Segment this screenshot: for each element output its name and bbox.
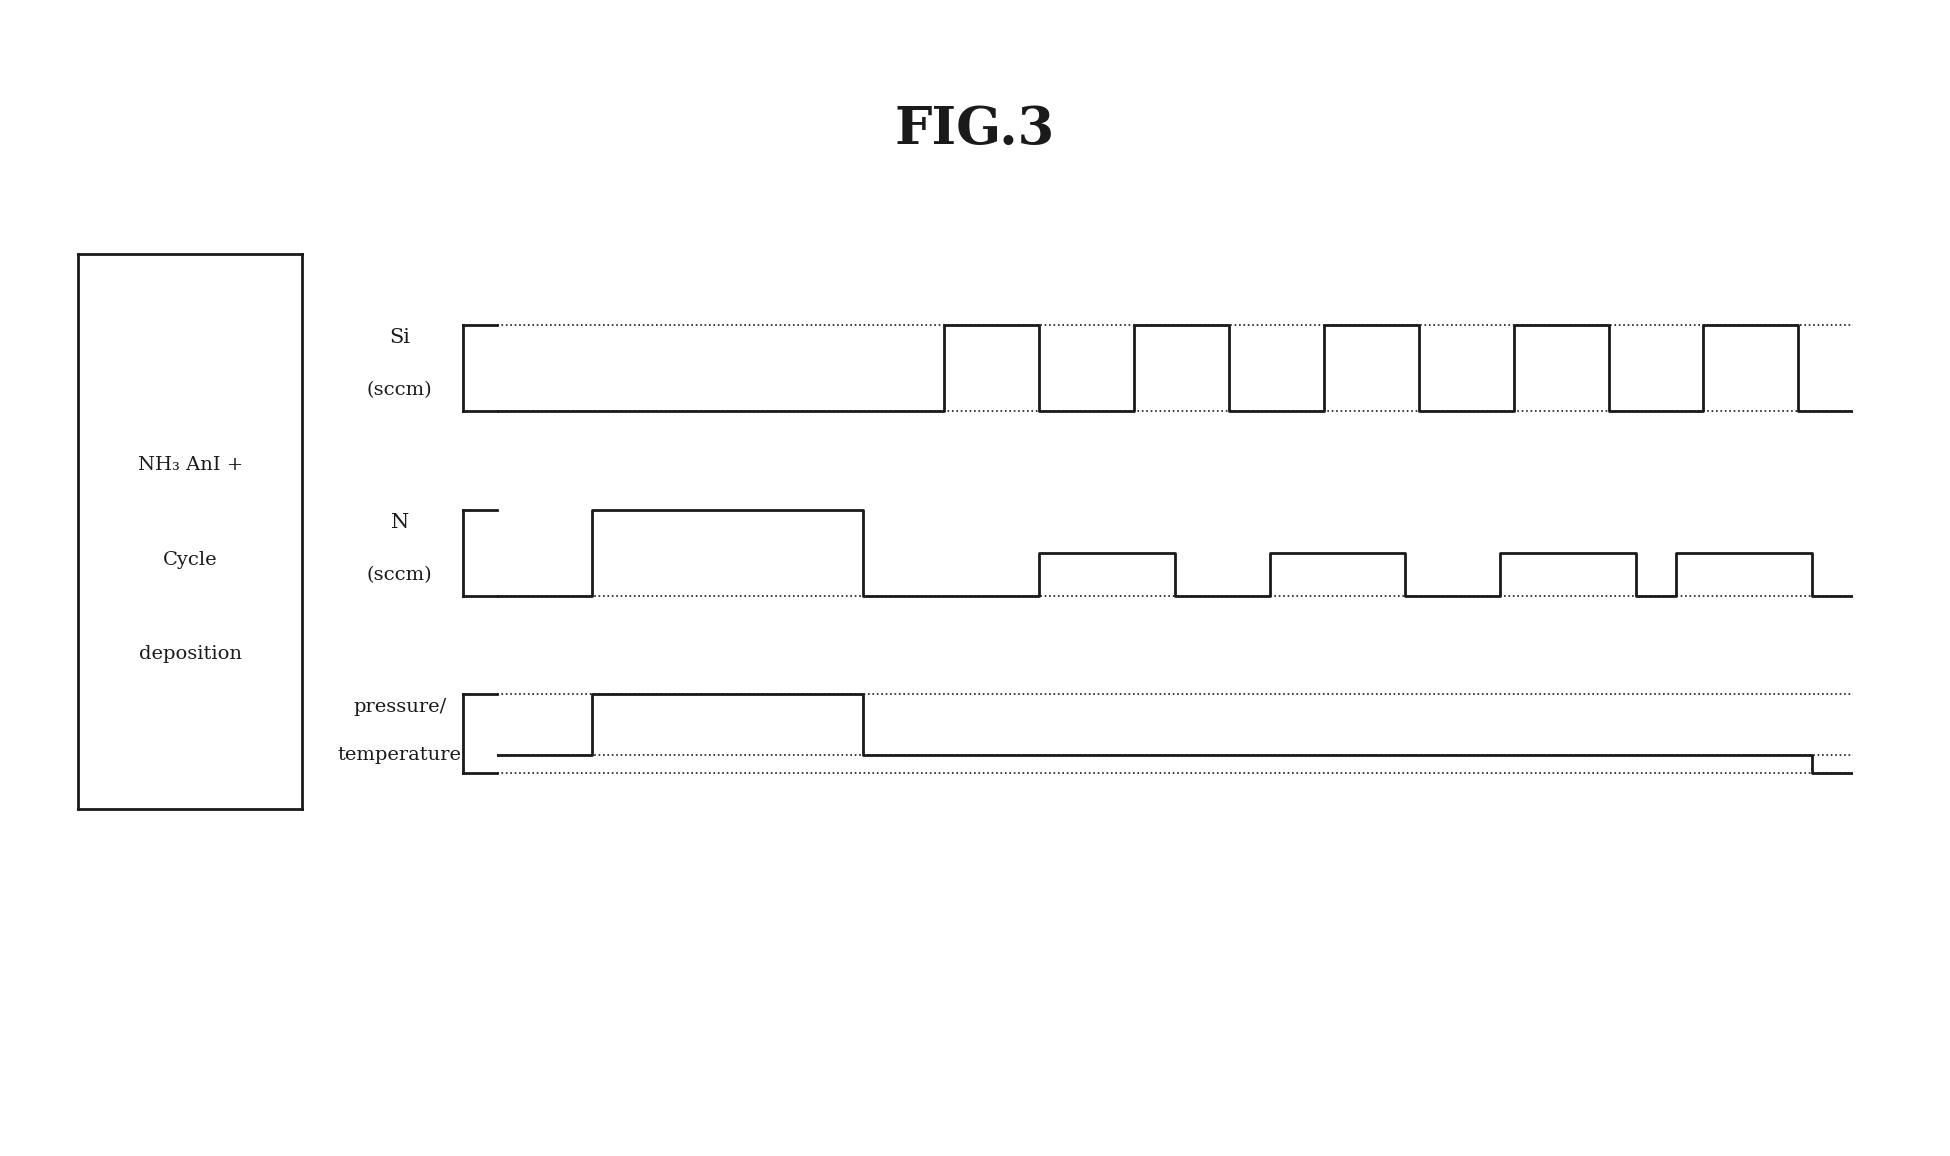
- Text: (sccm): (sccm): [367, 381, 433, 400]
- Text: temperature: temperature: [337, 746, 462, 764]
- Text: deposition: deposition: [138, 645, 242, 662]
- Text: (sccm): (sccm): [367, 566, 433, 585]
- Text: Si: Si: [390, 328, 409, 347]
- Text: pressure/: pressure/: [353, 698, 447, 717]
- Text: N: N: [390, 513, 409, 532]
- Text: NH₃ AnI +: NH₃ AnI +: [138, 457, 242, 474]
- Text: FIG.3: FIG.3: [895, 104, 1055, 155]
- Text: Cycle: Cycle: [162, 550, 218, 569]
